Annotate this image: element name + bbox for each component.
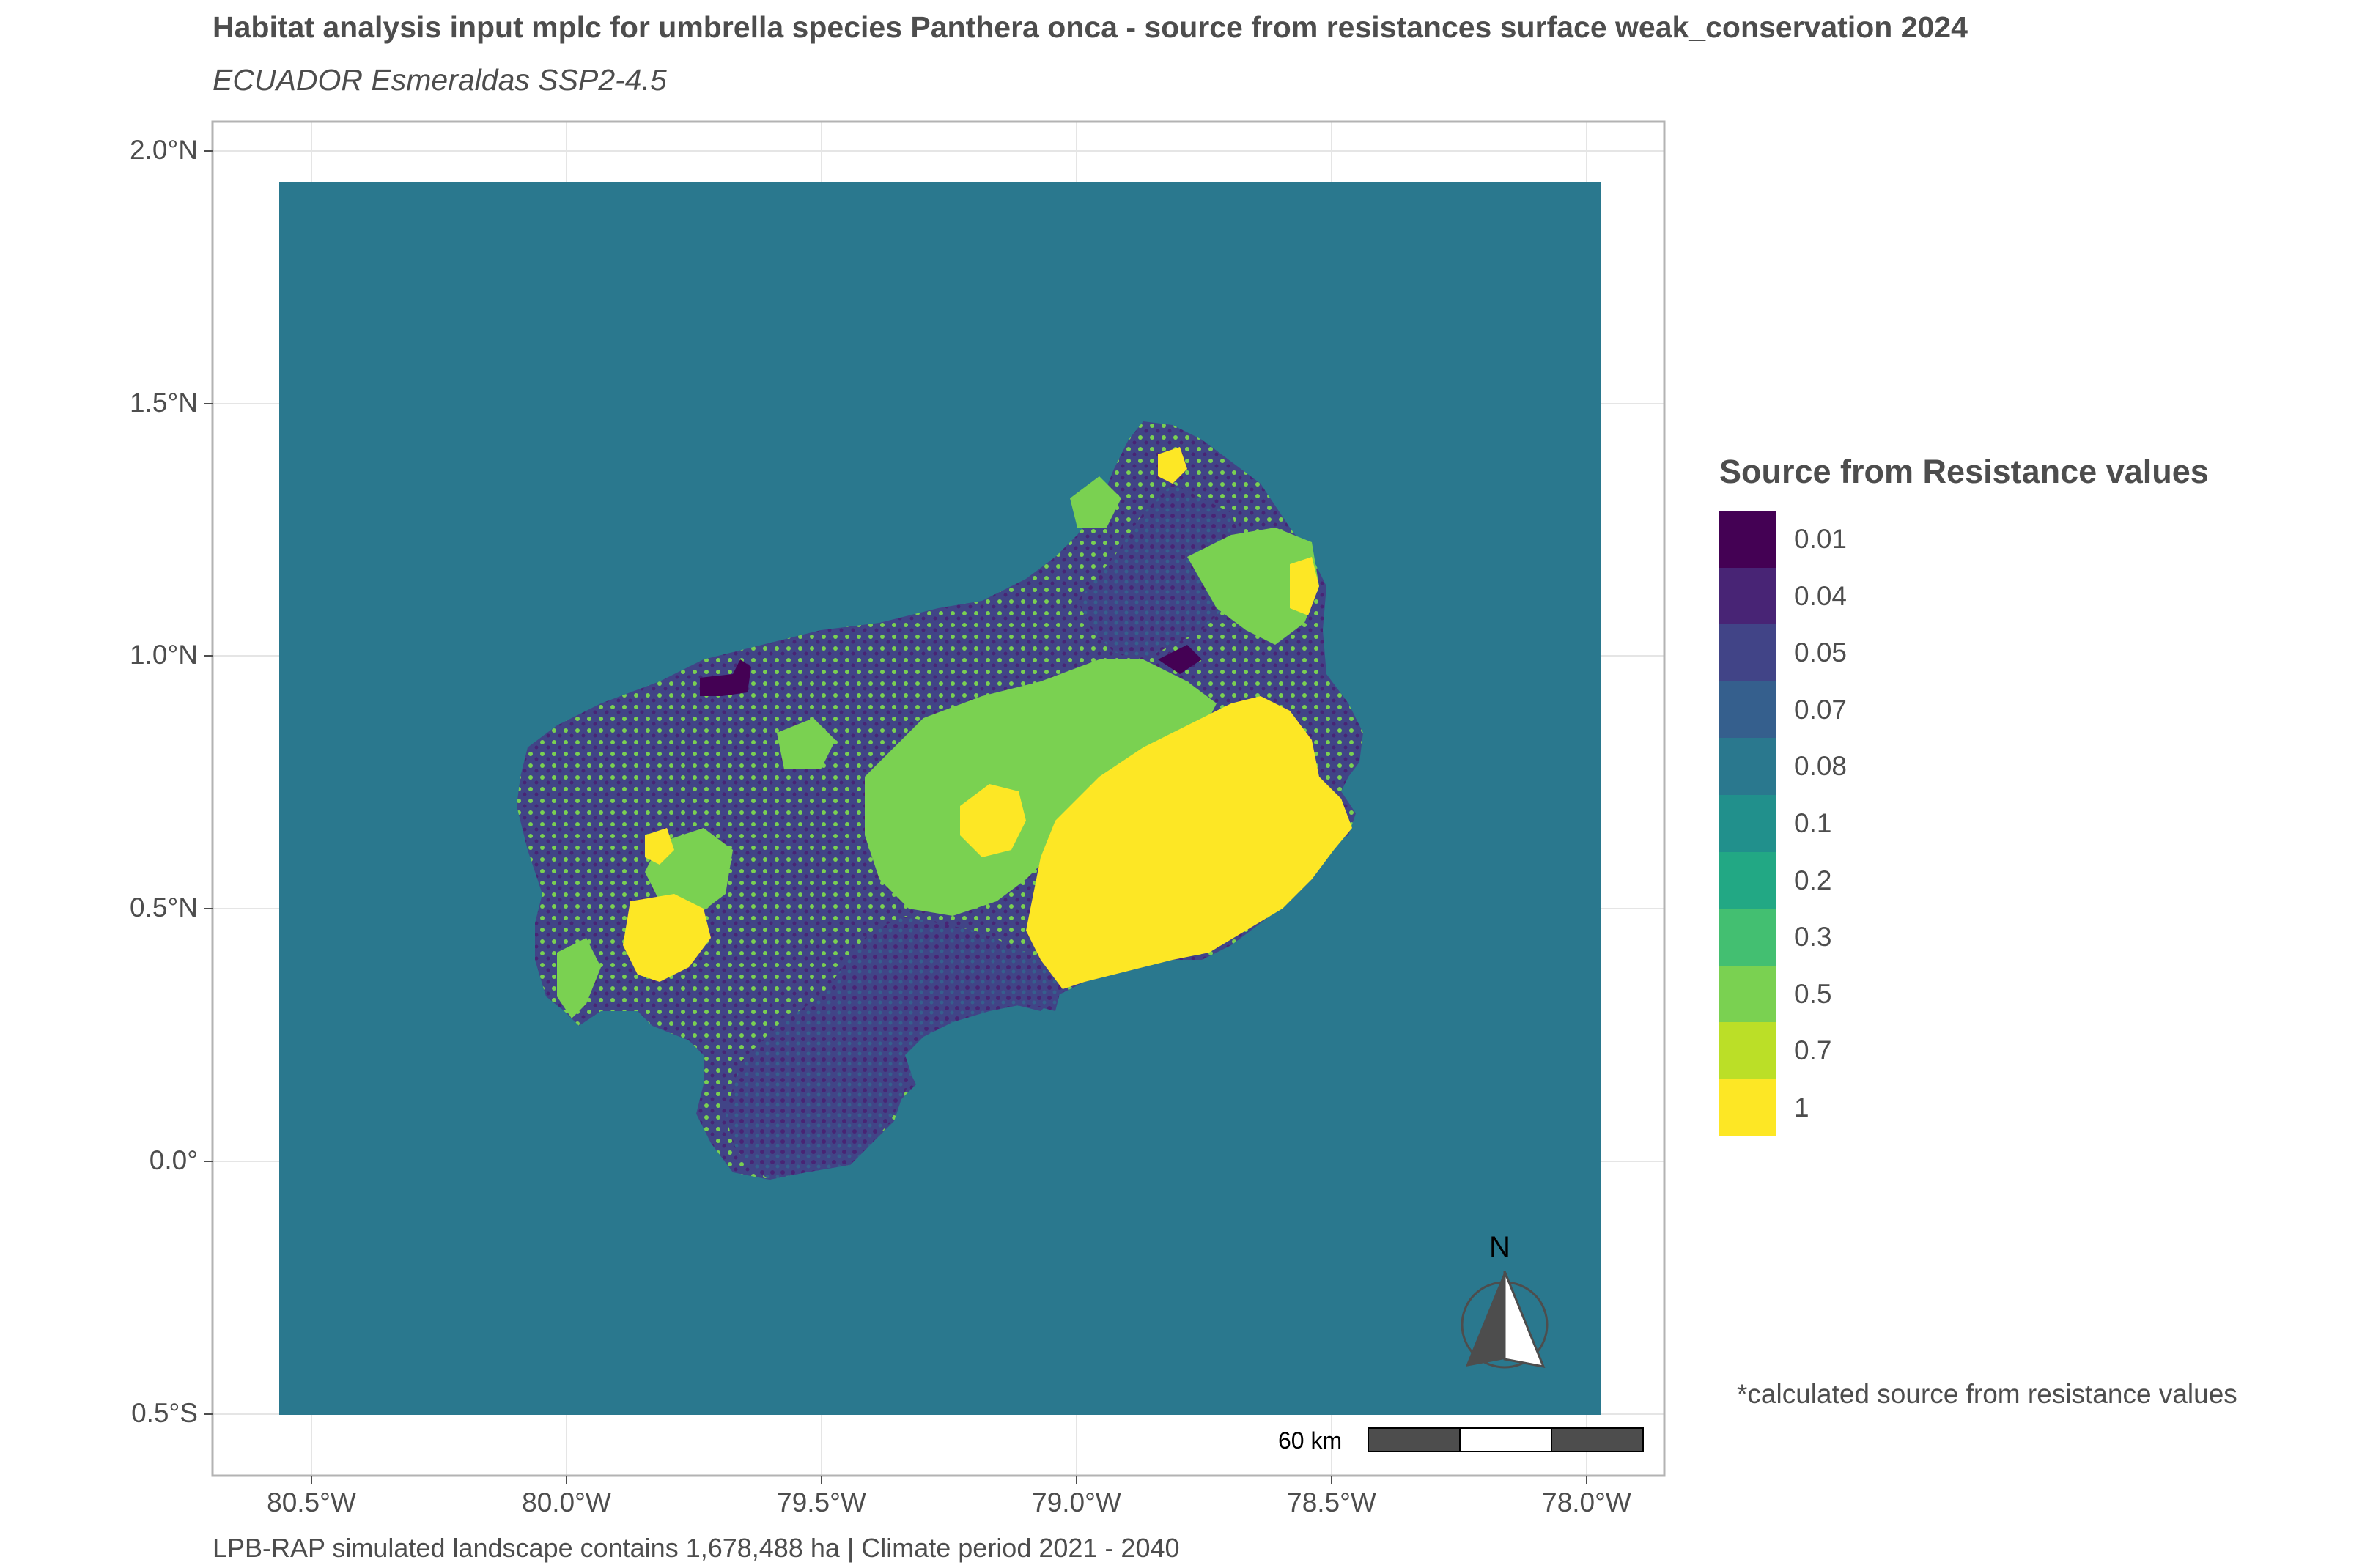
legend-label: 1 [1794,1092,1809,1123]
legend-label: 0.1 [1794,807,1832,838]
legend-swatch [1719,511,1776,568]
map-subtitle: ECUADOR Esmeraldas SSP2-4.5 [213,63,667,97]
legend-swatch [1719,1079,1776,1136]
legend-label: 0.5 [1794,978,1832,1009]
y-tick-label: 0.5°N [130,892,198,922]
map-title: Habitat analysis input mplc for umbrella… [213,10,1968,44]
y-tick-label: 1.5°N [130,388,198,418]
legend-label: 0.7 [1794,1035,1832,1066]
x-tick-label: 80.5°W [267,1487,356,1517]
legend-swatch [1719,567,1776,625]
y-tick-label: 0.5°S [131,1398,198,1428]
scale-bar [1368,1427,1644,1452]
legend-swatch [1719,624,1776,681]
x-tick-label: 79.0°W [1032,1487,1121,1517]
legend-label: 0.05 [1794,637,1848,668]
legend-label: 0.01 [1794,524,1848,554]
x-tick-label: 78.5°W [1287,1487,1376,1517]
legend-swatch [1719,851,1776,909]
legend-title: Source from Resistance values [1719,453,2209,490]
panel-border [211,120,1666,1477]
y-tick-label: 0.0° [149,1145,198,1175]
landscape-region [517,421,1363,1180]
x-tick-label: 78.0°W [1542,1487,1631,1517]
legend-swatch [1719,681,1776,739]
x-tick-label: 79.5°W [777,1487,866,1517]
y-tick-label: 2.0°N [130,135,198,165]
caption: LPB-RAP simulated landscape contains 1,6… [213,1533,1180,1563]
legend-label: 0.07 [1794,694,1848,725]
legend-label: 0.04 [1794,580,1848,611]
legend-swatch [1719,965,1776,1023]
y-tick-label: 1.0°N [130,640,198,670]
legend-label: 0.08 [1794,751,1848,782]
legend-label: 0.2 [1794,865,1832,895]
legend-label: 0.3 [1794,922,1832,953]
north-label: N [1489,1231,1510,1263]
north-arrow-icon [1461,1271,1549,1369]
footnote: *calculated source from resistance value… [1737,1379,2237,1409]
legend-swatch [1719,738,1776,795]
legend-swatch [1719,794,1776,852]
legend-swatch [1719,1022,1776,1079]
axis-ticks [204,150,1587,1484]
legend-swatch [1719,909,1776,966]
x-tick-label: 80.0°W [522,1487,611,1517]
scale-bar-label: 60 km [1278,1427,1343,1454]
